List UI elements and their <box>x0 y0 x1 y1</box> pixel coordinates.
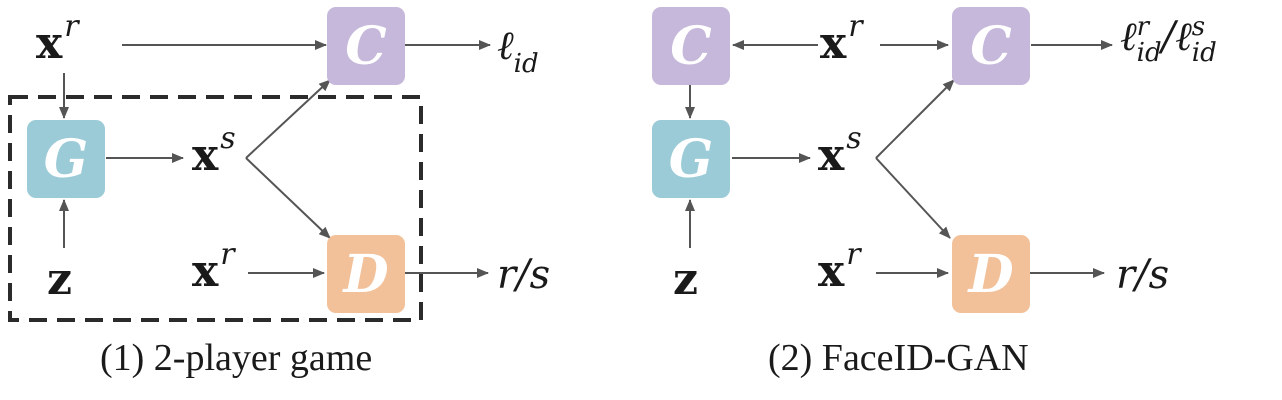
output-loss-sup-2: s <box>1191 12 1206 42</box>
var-xr-bottom-sup: r <box>220 237 235 272</box>
generator-box-g: G <box>27 120 105 198</box>
classifier-box-c-left: C <box>652 7 730 85</box>
var-z: z <box>47 258 72 302</box>
var-xr-top: xr <box>820 12 863 66</box>
var-z: z <box>673 258 698 302</box>
var-xr-top: xr <box>36 12 79 66</box>
var-xr-top-sup: r <box>848 9 863 44</box>
var-xs: xs <box>818 124 862 178</box>
output-loss-real-synthetic: ℓ r id/ℓ s id <box>1120 14 1217 66</box>
classifier-box-c-right: C <box>952 7 1030 85</box>
var-xr-bottom-base: x <box>192 246 219 297</box>
caption-2-player-game: (1) 2-player game <box>100 337 373 379</box>
var-z-base: z <box>47 254 72 305</box>
var-xr-top-base: x <box>36 18 63 69</box>
output-loss-sub-2: id <box>1191 38 1217 68</box>
var-xr-top-sup: r <box>64 9 79 44</box>
output-loss-base-2: ℓ <box>1175 14 1192 60</box>
var-xs-sup: s <box>846 121 862 156</box>
output-real-synthetic: r/s <box>1116 252 1170 298</box>
var-xr-bottom: xr <box>192 240 235 294</box>
arrow-xs-to-c <box>245 79 331 159</box>
output-loss-id: ℓid <box>497 23 539 77</box>
arrow-xs-to-d <box>245 157 331 239</box>
var-xr-bottom-base: x <box>818 246 845 297</box>
arrow-xs-to-d <box>875 157 951 239</box>
discriminator-box-d: D <box>327 235 405 313</box>
output-loss-sub: id <box>513 49 539 79</box>
var-xs-sup: s <box>220 121 236 156</box>
var-xr-bottom: xr <box>818 240 861 294</box>
output-loss-sub-1: id <box>1136 38 1162 68</box>
generator-box-g: G <box>652 120 730 198</box>
classifier-box-c: C <box>327 7 405 85</box>
var-xs: xs <box>192 124 236 178</box>
output-loss-scripts-2: s id <box>1192 14 1217 66</box>
output-real-synthetic: r/s <box>497 252 551 298</box>
discriminator-box-d: D <box>952 235 1030 313</box>
output-loss-sup-1: r <box>1136 12 1150 42</box>
output-loss-scripts-1: r id <box>1137 14 1162 66</box>
var-xr-bottom-sup: r <box>846 237 861 272</box>
var-xr-top-base: x <box>820 18 847 69</box>
player-game-dashed-box <box>8 95 423 322</box>
output-loss-base: ℓ <box>497 23 514 69</box>
var-xs-base: x <box>192 130 219 181</box>
var-xs-base: x <box>818 130 845 181</box>
var-z-base: z <box>673 254 698 305</box>
arrow-xs-to-c-right <box>875 79 955 159</box>
output-loss-slash: / <box>1161 14 1176 60</box>
caption-faceid-gan: (2) FaceID-GAN <box>768 337 1029 379</box>
output-loss-base-1: ℓ <box>1120 14 1137 60</box>
